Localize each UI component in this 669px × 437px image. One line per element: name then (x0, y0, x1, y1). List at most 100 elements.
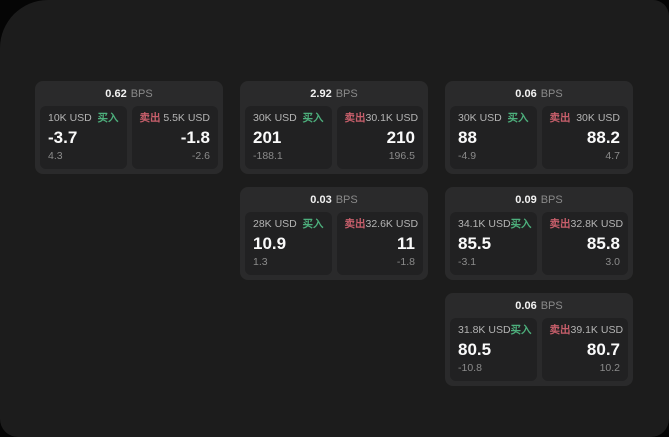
buy-sub-value: -10.8 (458, 362, 482, 375)
sell-price: 80.7 (586, 340, 620, 360)
side-panels: 31.8K USD 买入 80.5 -10.8 卖出 39.1K USD 80.… (450, 318, 628, 381)
side-panels: 34.1K USD 买入 85.5 -3.1 卖出 32.8K USD 85.8… (450, 212, 628, 275)
bps-value: 2.92 (310, 87, 332, 100)
sell-side-label: 卖出 (549, 218, 571, 230)
buy-panel[interactable]: 34.1K USD 买入 85.5 -3.1 (450, 212, 537, 275)
buy-price: 201 (253, 128, 282, 148)
quote-card: 0.06 BPS 31.8K USD 买入 80.5 -10.8 卖出 39.1… (445, 293, 633, 386)
bps-unit-label: BPS (335, 87, 358, 100)
buy-price: 88 (458, 128, 477, 148)
sell-side-label: 卖出 (344, 112, 366, 124)
buy-side-label: 买入 (97, 112, 119, 124)
buy-panel-top: 34.1K USD 买入 (458, 218, 532, 231)
card-header: 0.62 BPS (40, 81, 218, 106)
sell-price: 85.8 (586, 234, 620, 254)
quote-card: 0.62 BPS 10K USD 买入 -3.7 4.3 卖出 5.5K USD (35, 81, 223, 174)
card-header: 0.03 BPS (245, 187, 423, 212)
bps-value: 0.06 (515, 299, 537, 312)
buy-amount: 31.8K USD (458, 324, 511, 336)
buy-side-label: 买入 (507, 112, 529, 124)
bps-unit-label: BPS (540, 193, 563, 206)
card-header: 0.06 BPS (450, 81, 628, 106)
sell-amount: 32.8K USD (570, 218, 624, 230)
sell-side-label: 卖出 (139, 112, 161, 124)
sell-side-label: 卖出 (344, 218, 366, 230)
buy-panel[interactable]: 30K USD 买入 201 -188.1 (245, 106, 332, 169)
card-header: 0.06 BPS (450, 293, 628, 318)
buy-sub-value: 4.3 (48, 150, 63, 163)
sell-panel-top: 卖出 32.6K USD (344, 218, 419, 231)
buy-panel[interactable]: 10K USD 买入 -3.7 4.3 (40, 106, 127, 169)
side-panels: 28K USD 买入 10.9 1.3 卖出 32.6K USD 11 -1.8 (245, 212, 423, 275)
buy-amount: 10K USD (48, 112, 92, 124)
side-panels: 10K USD 买入 -3.7 4.3 卖出 5.5K USD -1.8 -2.… (40, 106, 218, 169)
sell-sub-value: 4.7 (605, 150, 620, 163)
sell-panel-top: 卖出 32.8K USD (549, 218, 624, 231)
buy-side-label: 买入 (302, 218, 324, 230)
sell-amount: 5.5K USD (163, 112, 210, 124)
sell-panel[interactable]: 卖出 30.1K USD 210 196.5 (336, 106, 423, 169)
sell-price: 210 (386, 128, 415, 148)
sell-panel-top: 卖出 30.1K USD (344, 112, 419, 125)
sell-amount: 30K USD (576, 112, 620, 124)
buy-price: 80.5 (458, 340, 492, 360)
buy-panel-top: 30K USD 买入 (253, 112, 324, 125)
sell-price: 11 (397, 234, 415, 254)
buy-sub-value: -4.9 (458, 150, 477, 163)
buy-price: -3.7 (48, 128, 78, 148)
buy-sub-value: -188.1 (253, 150, 283, 163)
buy-amount: 30K USD (458, 112, 502, 124)
buy-sub-value: -3.1 (458, 256, 477, 269)
sell-panel[interactable]: 卖出 30K USD 88.2 4.7 (541, 106, 628, 169)
bps-unit-label: BPS (335, 193, 358, 206)
buy-panel-top: 28K USD 买入 (253, 218, 324, 231)
bps-unit-label: BPS (130, 87, 153, 100)
quote-card: 0.06 BPS 30K USD 买入 88 -4.9 卖出 30K USD (445, 81, 633, 174)
side-panels: 30K USD 买入 88 -4.9 卖出 30K USD 88.2 4.7 (450, 106, 628, 169)
sell-panel-top: 卖出 30K USD (549, 112, 621, 125)
sell-sub-value: 10.2 (599, 362, 620, 375)
sell-side-label: 卖出 (549, 324, 571, 336)
buy-amount: 30K USD (253, 112, 297, 124)
quote-card: 2.92 BPS 30K USD 买入 201 -188.1 卖出 30.1K … (240, 81, 428, 174)
buy-side-label: 买入 (302, 112, 324, 124)
sell-sub-value: 196.5 (388, 150, 415, 163)
sell-panel-top: 卖出 5.5K USD (139, 112, 211, 125)
sell-price: -1.8 (180, 128, 210, 148)
sell-panel[interactable]: 卖出 39.1K USD 80.7 10.2 (541, 318, 628, 381)
buy-panel-top: 31.8K USD 买入 (458, 324, 532, 337)
sell-side-label: 卖出 (549, 112, 571, 124)
buy-panel-top: 30K USD 买入 (458, 112, 529, 125)
bps-value: 0.09 (515, 193, 537, 206)
sell-amount: 32.6K USD (365, 218, 419, 230)
buy-price: 85.5 (458, 234, 492, 254)
card-header: 2.92 BPS (245, 81, 423, 106)
quote-card: 0.03 BPS 28K USD 买入 10.9 1.3 卖出 32.6K US… (240, 187, 428, 280)
sell-panel-top: 卖出 39.1K USD (549, 324, 624, 337)
sell-panel[interactable]: 卖出 32.6K USD 11 -1.8 (336, 212, 423, 275)
quote-card: 0.09 BPS 34.1K USD 买入 85.5 -3.1 卖出 32.8K… (445, 187, 633, 280)
sell-panel[interactable]: 卖出 32.8K USD 85.8 3.0 (541, 212, 628, 275)
buy-panel[interactable]: 28K USD 买入 10.9 1.3 (245, 212, 332, 275)
side-panels: 30K USD 买入 201 -188.1 卖出 30.1K USD 210 1… (245, 106, 423, 169)
sell-sub-value: -1.8 (396, 256, 415, 269)
bps-unit-label: BPS (540, 87, 563, 100)
bps-unit-label: BPS (540, 299, 563, 312)
buy-amount: 28K USD (253, 218, 297, 230)
buy-price: 10.9 (253, 234, 287, 254)
sell-amount: 30.1K USD (365, 112, 419, 124)
buy-side-label: 买入 (510, 218, 532, 230)
sell-sub-value: 3.0 (605, 256, 620, 269)
buy-side-label: 买入 (510, 324, 532, 336)
bps-value: 0.62 (105, 87, 127, 100)
sell-amount: 39.1K USD (570, 324, 624, 336)
buy-panel-top: 10K USD 买入 (48, 112, 119, 125)
bps-value: 0.06 (515, 87, 537, 100)
bps-value: 0.03 (310, 193, 332, 206)
sell-panel[interactable]: 卖出 5.5K USD -1.8 -2.6 (131, 106, 218, 169)
sell-price: 88.2 (586, 128, 620, 148)
sell-sub-value: -2.6 (191, 150, 210, 163)
buy-panel[interactable]: 31.8K USD 买入 80.5 -10.8 (450, 318, 537, 381)
buy-panel[interactable]: 30K USD 买入 88 -4.9 (450, 106, 537, 169)
